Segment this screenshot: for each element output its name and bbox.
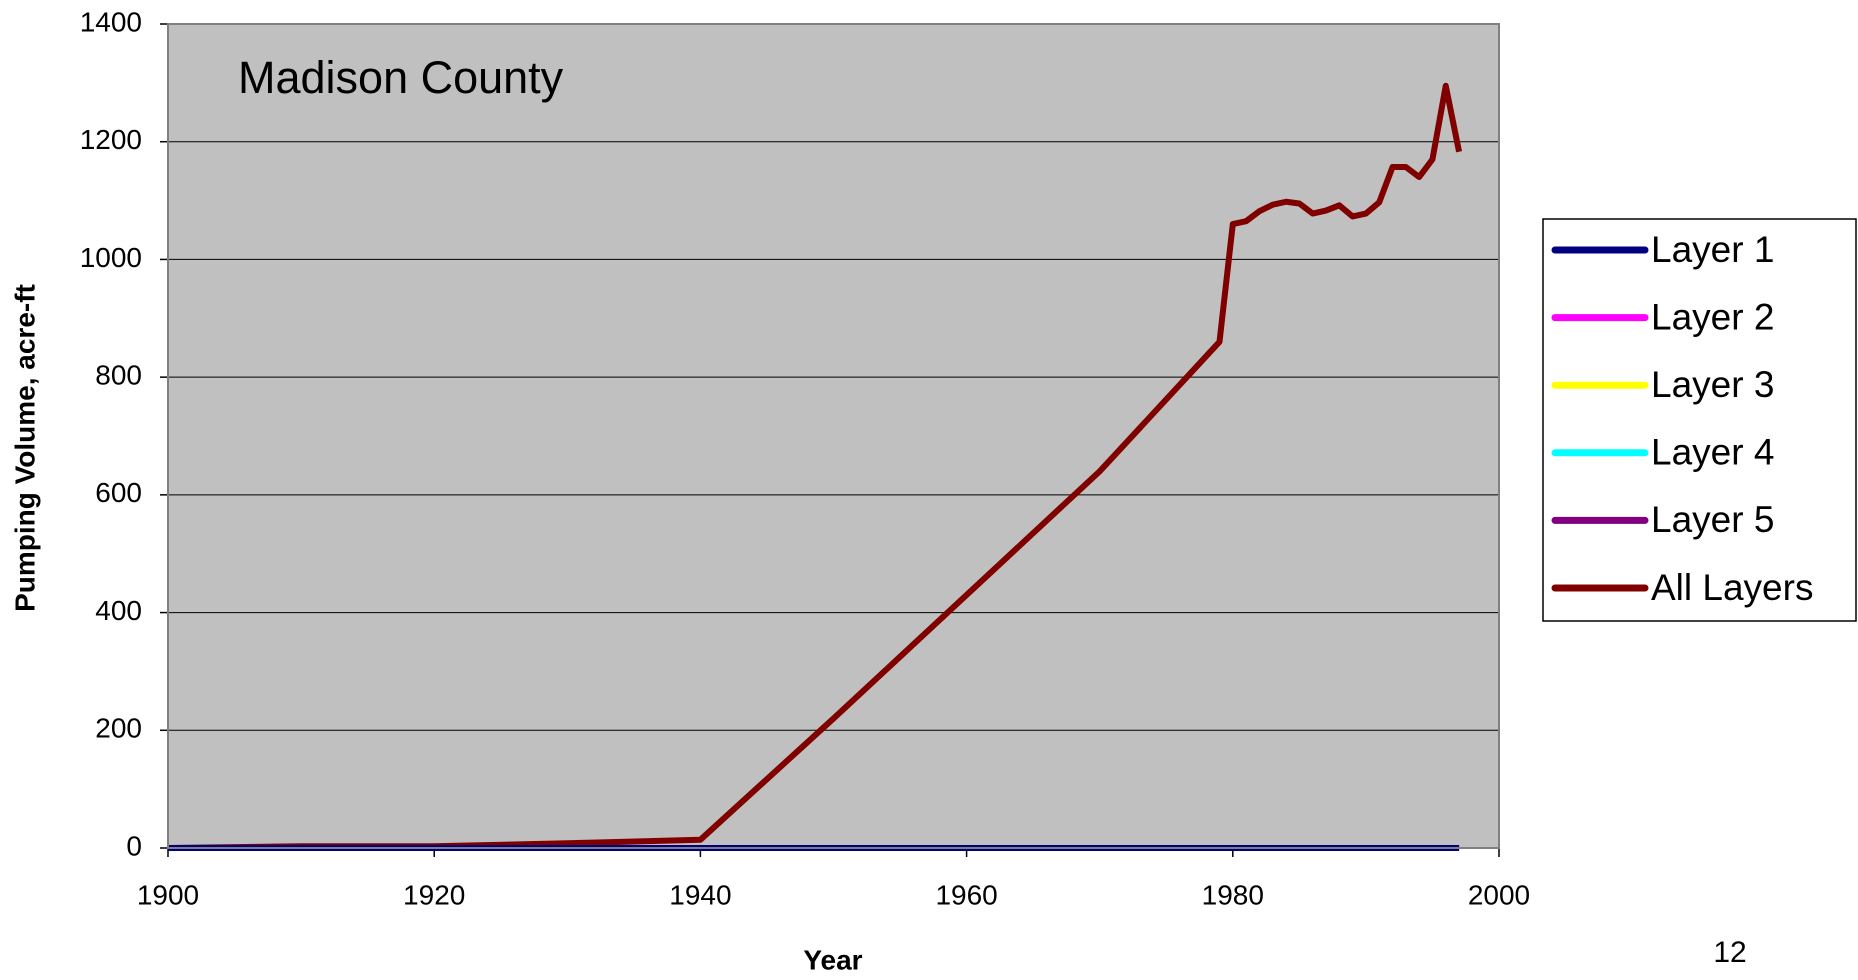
y-tick-label: 1200 bbox=[80, 124, 142, 155]
y-tick-label: 600 bbox=[95, 477, 142, 508]
chart-annotation: Madison County bbox=[238, 52, 564, 103]
x-tick-label: 1960 bbox=[935, 879, 997, 910]
page-number: 12 bbox=[1713, 936, 1746, 969]
y-tick-label: 1400 bbox=[80, 6, 142, 37]
y-axis-label: Pumping Volume, acre-ft bbox=[9, 284, 40, 612]
y-tick-label: 400 bbox=[95, 595, 142, 626]
x-tick-label: 1920 bbox=[403, 879, 465, 910]
series-line bbox=[167, 82, 1463, 851]
legend-label: Layer 4 bbox=[1651, 432, 1774, 473]
y-tick-label: 1000 bbox=[80, 242, 142, 273]
y-tick-label: 800 bbox=[95, 360, 142, 391]
x-axis-label: Year bbox=[803, 944, 862, 975]
x-tick-label: 1940 bbox=[669, 879, 731, 910]
legend-label: Layer 3 bbox=[1651, 364, 1774, 405]
legend-label: Layer 5 bbox=[1651, 499, 1774, 540]
legend-label: Layer 1 bbox=[1651, 229, 1774, 270]
x-tick-label: 2000 bbox=[1468, 879, 1530, 910]
plot-area bbox=[168, 24, 1499, 848]
x-tick-label: 1980 bbox=[1202, 879, 1264, 910]
legend bbox=[1542, 218, 1857, 622]
legend-label: All Layers bbox=[1651, 567, 1813, 608]
legend-label: Layer 2 bbox=[1651, 296, 1774, 337]
x-tick-label: 1900 bbox=[137, 879, 199, 910]
y-tick-label: 200 bbox=[95, 713, 142, 744]
plot-border bbox=[167, 23, 1500, 849]
y-tick-label: 0 bbox=[126, 830, 142, 861]
